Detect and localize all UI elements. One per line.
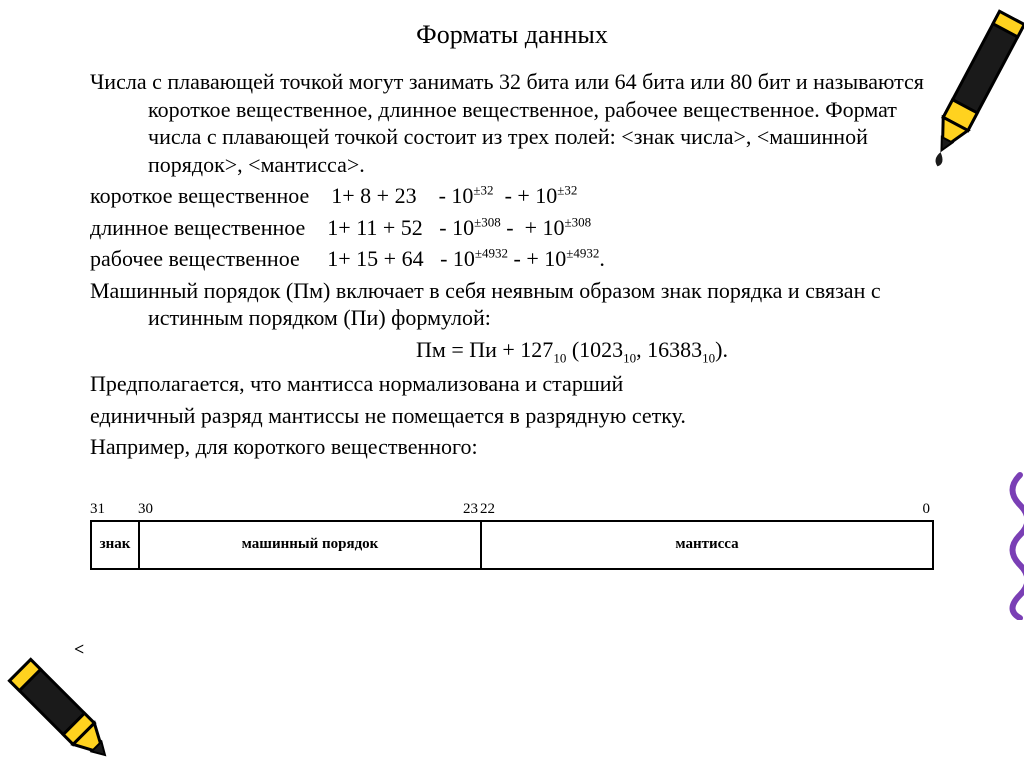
example-line: Например, для короткого вещественного:	[90, 433, 934, 461]
bit-label-30: 30	[138, 501, 458, 518]
format-row-short: короткое вещественное 1+ 8 + 23 - 10±32 …	[90, 182, 934, 210]
machine-order-text: Машинный порядок (Пм) включает в себя не…	[90, 277, 934, 332]
field-exponent: машинный порядок	[140, 522, 482, 568]
field-mantissa: мантисса	[482, 522, 932, 568]
angle-mark-icon: <	[74, 639, 84, 660]
format-row-long: длинное вещественное 1+ 11 + 52 - 10±308…	[90, 214, 934, 242]
page-title: Форматы данных	[90, 20, 934, 50]
crayon-icon	[0, 634, 134, 784]
bit-label-22: 22	[478, 501, 498, 518]
formula-line: Пм = Пи + 12710 (102310, 1638310).	[210, 336, 934, 367]
crayon-icon	[922, 0, 1024, 180]
bit-label-31: 31	[90, 501, 138, 518]
intro-paragraph: Числа с плавающей точкой могут занимать …	[90, 68, 934, 178]
field-sign: знак	[92, 522, 140, 568]
mantissa-line-2: единичный разряд мантиссы не помещается …	[90, 402, 934, 430]
bit-label-23: 23	[458, 501, 478, 518]
slide-content: Форматы данных Числа с плавающей точкой …	[0, 0, 1024, 570]
format-row-work: рабочее вещественное 1+ 15 + 64 - 10±493…	[90, 245, 934, 273]
mantissa-line-1: Предполагается, что мантисса нормализова…	[90, 370, 934, 398]
bit-layout-diagram: 31 30 23 22 0 знак машинный порядок мант…	[90, 501, 934, 570]
bit-field-boxes: знак машинный порядок мантисса	[90, 520, 934, 570]
bit-label-0: 0	[914, 501, 930, 518]
squiggle-icon	[1000, 470, 1024, 620]
bit-index-labels: 31 30 23 22 0	[90, 501, 930, 518]
